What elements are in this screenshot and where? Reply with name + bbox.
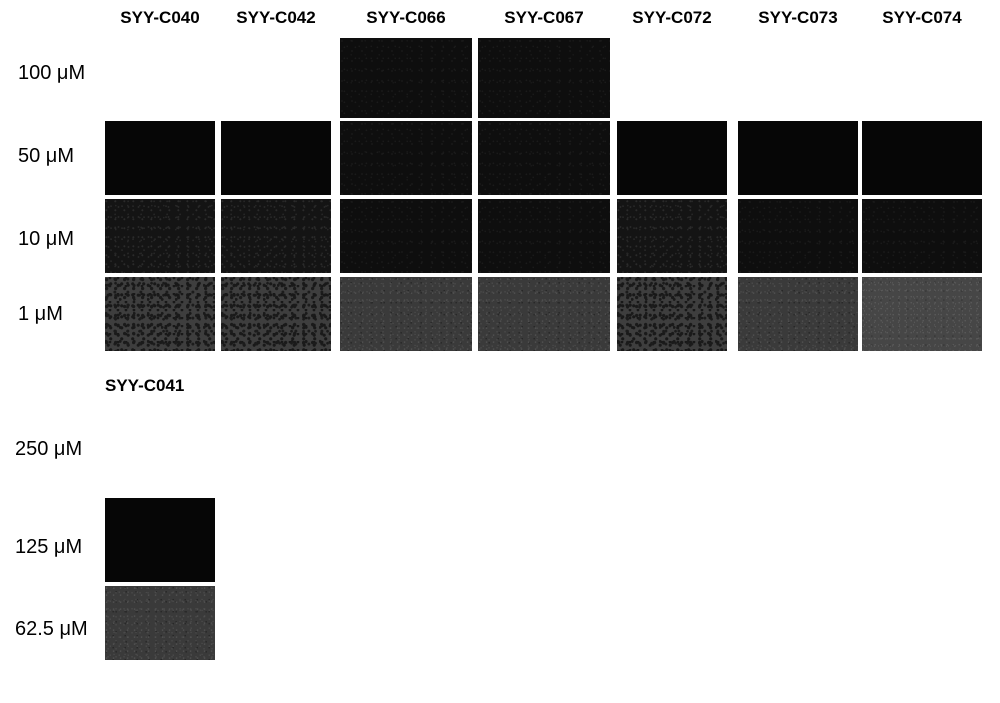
- panel-10-c066: [340, 199, 472, 273]
- panel-100-c066: [340, 38, 472, 118]
- panel-100-c067: [478, 38, 610, 118]
- row-label-62p5: 62.5 μM: [15, 618, 88, 641]
- microscopy-image-grid: SYY-C040 SYY-C042 SYY-C066 SYY-C067 SYY-…: [0, 0, 1000, 703]
- panel-50-c066: [340, 121, 472, 195]
- row-label-10: 10 μM: [18, 228, 74, 251]
- panel-50-c074: [862, 121, 982, 195]
- panel-10-c042: [221, 199, 331, 273]
- panel-50-c072: [617, 121, 727, 195]
- panel-10-c072: [617, 199, 727, 273]
- panel-10-c040: [105, 199, 215, 273]
- panel-1-c042: [221, 277, 331, 351]
- col-label-c042: SYY-C042: [221, 8, 331, 28]
- row-label-125: 125 μM: [15, 536, 82, 559]
- panel-50-c067: [478, 121, 610, 195]
- col-label-c073: SYY-C073: [738, 8, 858, 28]
- col-label-c041: SYY-C041: [105, 376, 215, 396]
- row-label-50: 50 μM: [18, 145, 74, 168]
- panel-10-c073: [738, 199, 858, 273]
- panel-50-c042: [221, 121, 331, 195]
- panel-1-c072: [617, 277, 727, 351]
- panel-10-c067: [478, 199, 610, 273]
- panel-50-c040: [105, 121, 215, 195]
- row-label-250: 250 μM: [15, 438, 82, 461]
- col-label-c067: SYY-C067: [478, 8, 610, 28]
- panel-1-c074: [862, 277, 982, 351]
- row-label-100: 100 μM: [18, 62, 85, 85]
- panel-50-c073: [738, 121, 858, 195]
- panel-1-c073: [738, 277, 858, 351]
- col-label-c040: SYY-C040: [105, 8, 215, 28]
- col-label-c072: SYY-C072: [617, 8, 727, 28]
- panel-10-c074: [862, 199, 982, 273]
- panel-125-c041: [105, 498, 215, 582]
- row-label-1: 1 μM: [18, 303, 63, 326]
- panel-1-c067: [478, 277, 610, 351]
- col-label-c066: SYY-C066: [340, 8, 472, 28]
- panel-1-c040: [105, 277, 215, 351]
- panel-62p5-c041: [105, 586, 215, 660]
- col-label-c074: SYY-C074: [862, 8, 982, 28]
- panel-1-c066: [340, 277, 472, 351]
